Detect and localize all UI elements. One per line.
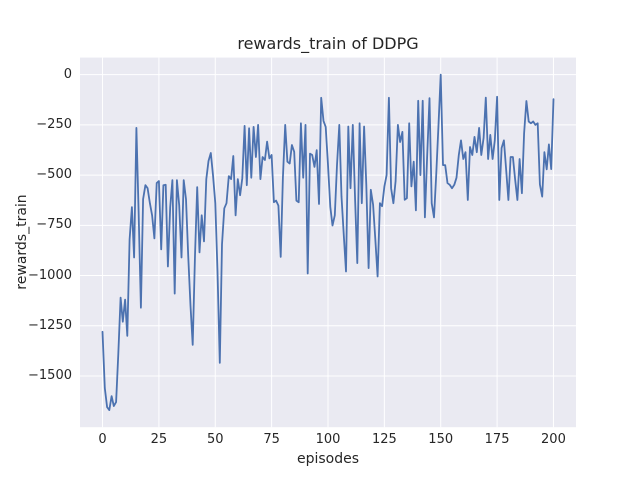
y-tick-label: −250 — [36, 116, 72, 132]
x-tick-label: 25 — [150, 432, 168, 447]
reward-line — [101, 73, 555, 412]
x-axis-label: episodes — [296, 451, 360, 467]
y-tick-label: 0 — [63, 66, 72, 82]
x-tick-label: 75 — [263, 432, 280, 447]
x-tick-label: 100 — [315, 432, 341, 447]
x-tick-label: 150 — [428, 432, 454, 447]
x-tick-label: 0 — [98, 432, 107, 447]
x-tick-label: 50 — [206, 432, 224, 447]
y-tick-label: −1000 — [28, 267, 72, 283]
y-tick-label: −500 — [36, 167, 72, 183]
y-tick-label: −1500 — [28, 367, 72, 383]
chart-title: rewards_train of DDPG — [237, 34, 419, 53]
y-tick-label: −1250 — [28, 317, 72, 333]
x-tick-label: 175 — [484, 432, 510, 447]
x-tick-label: 200 — [541, 432, 566, 447]
y-tick-label: −750 — [36, 217, 72, 233]
x-tick-label: 125 — [371, 432, 397, 447]
